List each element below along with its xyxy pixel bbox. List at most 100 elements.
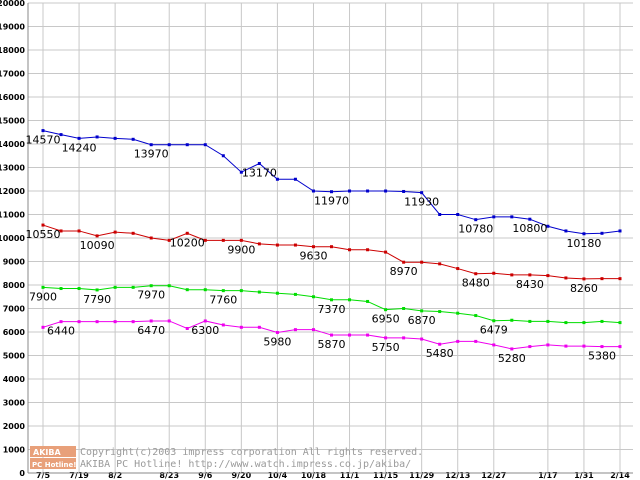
data-point [275, 291, 279, 295]
data-label: 10780 [458, 223, 493, 236]
data-label: 6479 [480, 324, 508, 337]
y-tick-label: 16000 [0, 93, 25, 102]
data-point [618, 277, 622, 281]
data-point [456, 267, 460, 271]
x-tick-label: 11/1 [340, 471, 360, 480]
y-tick-label: 1000 [3, 446, 26, 455]
data-label: 14240 [62, 141, 97, 154]
data-point [41, 285, 45, 289]
data-point [366, 333, 370, 337]
data-point [510, 318, 514, 322]
data-label: 10180 [566, 237, 601, 250]
y-tick-label: 9000 [3, 258, 26, 267]
y-tick-label: 15000 [0, 117, 25, 126]
data-point [618, 345, 622, 349]
data-point [131, 231, 135, 235]
data-point [203, 319, 207, 323]
data-point [528, 345, 532, 349]
data-point [239, 325, 243, 329]
data-label: 5480 [426, 347, 454, 360]
data-point [95, 320, 99, 324]
data-point [59, 320, 63, 324]
data-label: 10800 [512, 222, 547, 235]
data-point [510, 347, 514, 351]
data-point [420, 337, 424, 341]
data-point [239, 238, 243, 242]
data-point [348, 248, 352, 252]
data-point [257, 290, 261, 294]
x-tick-label: 8/2 [108, 471, 122, 480]
x-tick-label: 9/20 [232, 471, 252, 480]
data-point [185, 288, 189, 292]
data-label: 7370 [318, 303, 346, 316]
series-group [41, 129, 622, 351]
data-point [366, 248, 370, 252]
data-point [185, 326, 189, 330]
data-point [95, 135, 99, 139]
data-point [456, 311, 460, 315]
data-point [113, 230, 117, 234]
x-tick-label: 1/17 [538, 471, 558, 480]
data-point [546, 224, 550, 228]
y-tick-label: 4000 [3, 375, 26, 384]
data-point [131, 320, 135, 324]
data-point [384, 336, 388, 340]
data-point [257, 242, 261, 246]
data-point [59, 287, 63, 291]
data-point [203, 238, 207, 242]
data-point [474, 339, 478, 343]
data-point [528, 217, 532, 221]
logo-top-text: AKIBA [33, 448, 61, 457]
x-tick-label: 2/14 [610, 471, 630, 480]
data-label: 5980 [263, 335, 291, 348]
data-point [131, 137, 135, 141]
data-label: 8430 [516, 278, 544, 291]
data-point [402, 307, 406, 310]
data-label: 9630 [299, 250, 327, 263]
data-label: 5870 [318, 338, 346, 351]
data-point [510, 215, 514, 219]
data-point [167, 284, 171, 288]
axes [27, 3, 633, 474]
data-point [41, 223, 45, 227]
data-point [131, 285, 135, 289]
data-point [384, 308, 388, 312]
grid [28, 2, 633, 474]
data-label: 8260 [570, 282, 598, 295]
url-line: AKIBA PC Hotline! http://www.watch.impre… [80, 459, 411, 470]
data-point [402, 260, 406, 264]
data-point [77, 229, 81, 233]
data-point [113, 320, 117, 324]
y-tick-label: 19000 [0, 23, 25, 32]
data-point [600, 319, 604, 323]
y-tick-label: 18000 [0, 46, 25, 55]
data-point [366, 299, 370, 303]
data-label: 13970 [134, 148, 169, 161]
data-point [330, 245, 333, 249]
data-point [420, 260, 424, 264]
x-axis-ticks: 7/5 7/19 8/2 8/23 9/6 9/20 10/4 10/18 11/1 11/15 1… [36, 471, 630, 480]
x-tick-label: 7/5 [36, 471, 50, 480]
data-point [438, 262, 442, 266]
x-tick-label: 11/15 [373, 471, 399, 480]
data-point [600, 277, 604, 281]
data-point [618, 229, 622, 233]
watermark: AKIBA PC Hotline! Copyright(c)2003 impre… [30, 446, 423, 470]
y-tick-label: 6000 [3, 328, 26, 337]
logo-bottom-text: PC Hotline! [32, 461, 76, 469]
x-tick-label: 11/29 [409, 471, 435, 480]
x-tick-label: 12/13 [445, 471, 470, 480]
data-point [564, 276, 568, 280]
data-point [239, 289, 243, 293]
data-point [330, 190, 333, 194]
data-label: 13170 [242, 167, 277, 180]
data-point [203, 143, 207, 147]
data-label: 11930 [404, 196, 439, 209]
data-point [492, 271, 496, 275]
data-label: 6870 [408, 314, 436, 327]
data-label: 9900 [227, 243, 255, 256]
data-point [582, 277, 586, 281]
y-tick-label: 5000 [3, 352, 26, 361]
y-tick-label: 20000 [0, 0, 25, 8]
